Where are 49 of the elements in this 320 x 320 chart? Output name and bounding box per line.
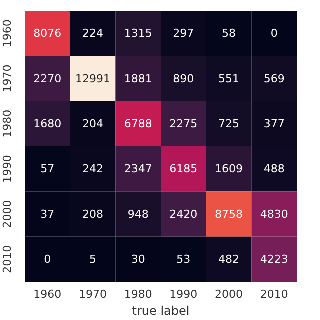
data-label: 208 xyxy=(82,208,104,221)
data-label: 551 xyxy=(218,72,240,86)
x-tick-label: 2010 xyxy=(260,288,288,301)
data-label: 948 xyxy=(128,208,149,221)
x-tick-label: 1980 xyxy=(124,288,152,301)
data-label: 6185 xyxy=(170,162,198,176)
data-label: 57 xyxy=(40,162,55,176)
data-label: 2420 xyxy=(170,208,198,221)
data-label: 569 xyxy=(264,72,285,86)
data-label: 204 xyxy=(82,117,104,130)
y-tick-label: 1970 xyxy=(1,64,14,93)
data-label: 8076 xyxy=(34,27,62,40)
data-label: 2347 xyxy=(124,162,152,176)
x-tick-label: 1970 xyxy=(79,288,107,301)
data-label: 5 xyxy=(90,252,96,266)
y-tick-label: 1990 xyxy=(1,155,14,184)
y-tick-label: 2000 xyxy=(1,200,14,228)
data-label: 890 xyxy=(173,72,194,86)
data-label: 4830 xyxy=(260,208,288,221)
data-label: 0 xyxy=(270,27,278,40)
data-label: 53 xyxy=(176,252,191,266)
data-label: 58 xyxy=(222,27,236,40)
y-tick-label: 1960 xyxy=(1,20,14,48)
x-tick-label: 1990 xyxy=(170,288,198,301)
data-label: 1881 xyxy=(124,72,152,86)
data-label: 482 xyxy=(218,252,240,266)
y-tick-label: 1980 xyxy=(1,110,14,138)
data-label: 2275 xyxy=(170,117,198,130)
data-label: 4223 xyxy=(260,252,288,266)
data-label: 37 xyxy=(40,208,55,221)
data-label: 0 xyxy=(44,252,52,266)
data-label: 30 xyxy=(131,252,146,266)
data-label: 377 xyxy=(264,117,285,130)
data-label: 242 xyxy=(82,162,104,176)
data-label: 1609 xyxy=(215,162,243,176)
data-label: 488 xyxy=(264,162,285,176)
x-axis-title: true label xyxy=(132,304,190,318)
data-label: 8758 xyxy=(215,208,243,221)
data-label: 1680 xyxy=(34,117,62,130)
data-label: 224 xyxy=(82,27,104,40)
x-tick-label: 1960 xyxy=(34,288,62,301)
x-tick-label: 2000 xyxy=(215,288,243,301)
data-label: 2270 xyxy=(34,72,62,86)
data-label: 1315 xyxy=(124,27,152,40)
data-label: 12991 xyxy=(76,72,110,86)
data-label: 6788 xyxy=(124,117,152,130)
data-label: 297 xyxy=(173,27,194,40)
y-tick-label: 2010 xyxy=(1,245,14,274)
data-label: 725 xyxy=(218,117,240,130)
